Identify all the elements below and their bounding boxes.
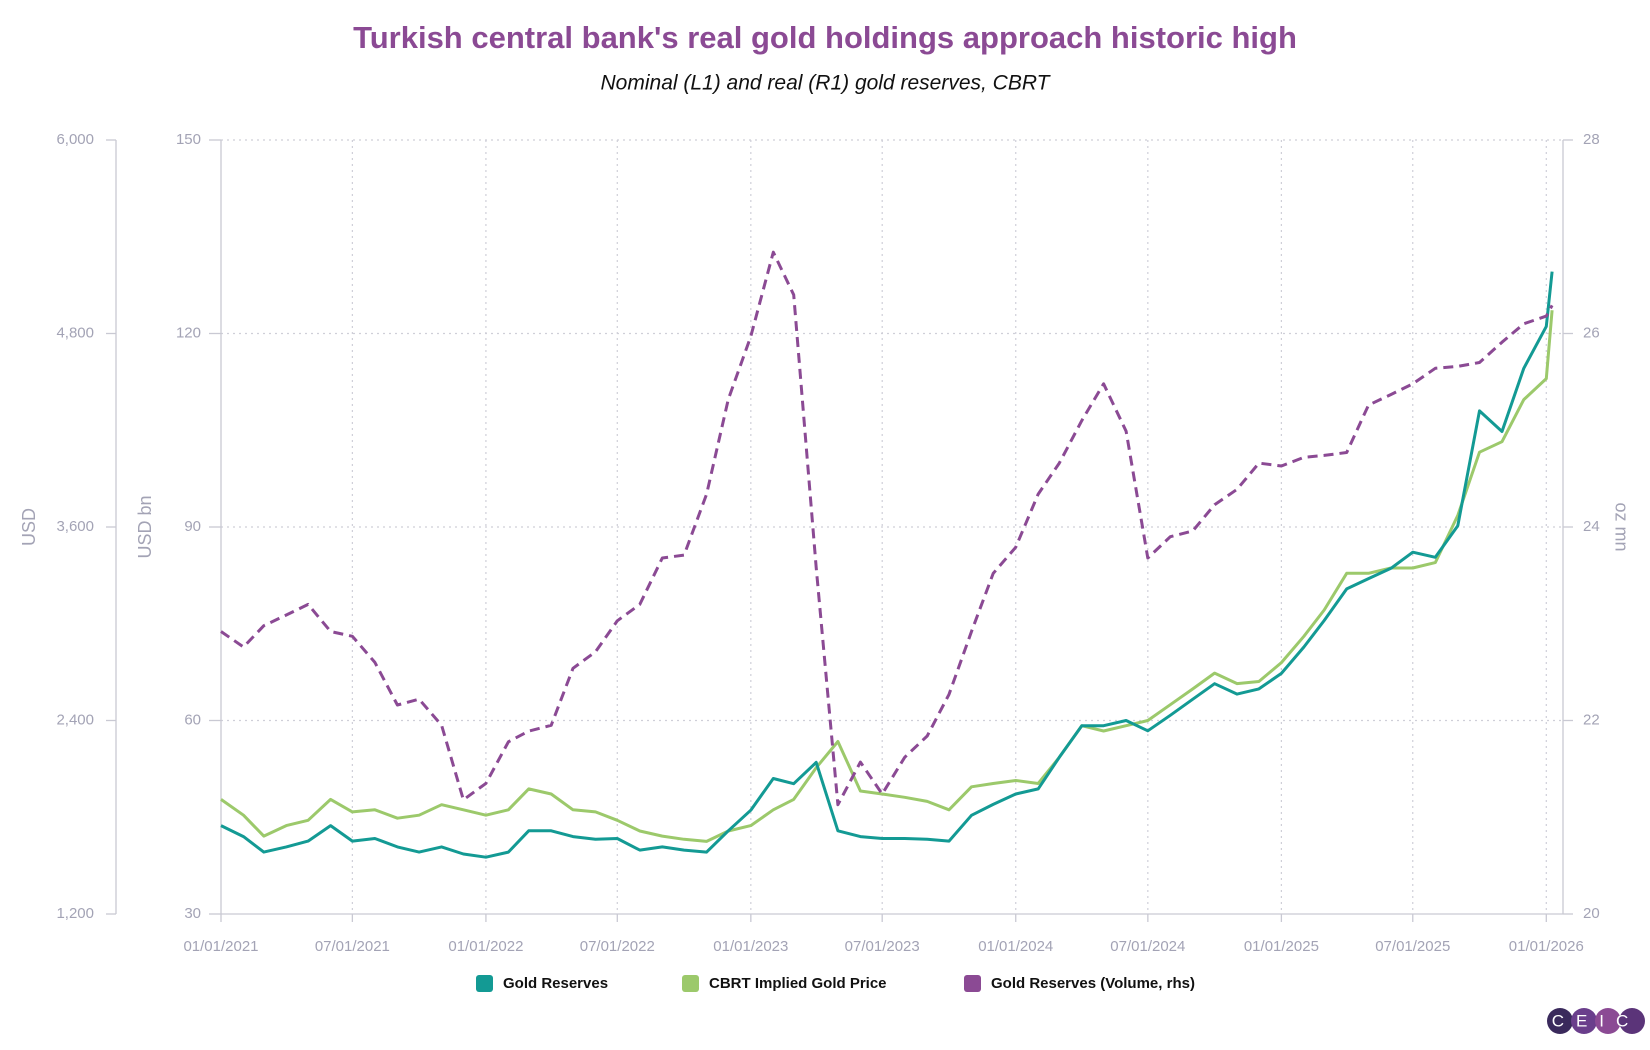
legend-swatch bbox=[682, 975, 699, 992]
y-tick-label: 120 bbox=[176, 324, 201, 341]
x-tick-label: 01/01/2023 bbox=[713, 938, 788, 955]
y-tick-label: 150 bbox=[176, 131, 201, 148]
x-tick-label: 07/01/2024 bbox=[1110, 938, 1185, 955]
y-tick-label: 60 bbox=[184, 711, 201, 728]
x-tick-label: 07/01/2022 bbox=[580, 938, 655, 955]
series-line bbox=[220, 271, 1554, 859]
y-tick-label: 30 bbox=[184, 905, 201, 922]
y3-tick-label: 1,200 bbox=[56, 905, 94, 922]
x-tick-label: 01/01/2021 bbox=[183, 938, 258, 955]
x-tick-label: 01/01/2022 bbox=[448, 938, 523, 955]
y3-tick-label: 6,000 bbox=[56, 131, 94, 148]
logo-text: CEIC bbox=[1552, 1011, 1641, 1030]
x-tick-label: 01/01/2026 bbox=[1509, 938, 1584, 955]
y2-axis-title: oz mn bbox=[1611, 502, 1631, 551]
y2-tick-label: 26 bbox=[1583, 324, 1600, 341]
y2-tick-label: 28 bbox=[1583, 131, 1600, 148]
y-tick-label: 90 bbox=[184, 518, 201, 535]
x-tick-label: 01/01/2024 bbox=[978, 938, 1053, 955]
y2-tick-label: 24 bbox=[1583, 518, 1600, 535]
legend-label: CBRT Implied Gold Price bbox=[709, 975, 887, 992]
y-axis-title: USD bn bbox=[135, 495, 155, 558]
x-tick-label: 07/01/2023 bbox=[845, 938, 920, 955]
series-line bbox=[220, 310, 1554, 843]
x-tick-label: 07/01/2021 bbox=[315, 938, 390, 955]
series-line bbox=[220, 250, 1554, 807]
y3-tick-label: 2,400 bbox=[56, 711, 94, 728]
chart-subtitle: Nominal (L1) and real (R1) gold reserves… bbox=[601, 72, 1052, 95]
logo: CEIC bbox=[1547, 1008, 1645, 1034]
x-tick-label: 01/01/2025 bbox=[1244, 938, 1319, 955]
y3-tick-label: 4,800 bbox=[56, 324, 94, 341]
legend-label: Gold Reserves (Volume, rhs) bbox=[991, 975, 1195, 992]
legend-swatch bbox=[476, 975, 493, 992]
x-tick-label: 07/01/2025 bbox=[1375, 938, 1450, 955]
y2-tick-label: 20 bbox=[1583, 905, 1600, 922]
y3-tick-label: 3,600 bbox=[56, 518, 94, 535]
legend-swatch bbox=[964, 975, 981, 992]
chart-title: Turkish central bank's real gold holding… bbox=[353, 20, 1297, 55]
y3-axis-title: USD bbox=[19, 508, 39, 546]
legend-label: Gold Reserves bbox=[503, 975, 608, 992]
y2-tick-label: 22 bbox=[1583, 711, 1600, 728]
